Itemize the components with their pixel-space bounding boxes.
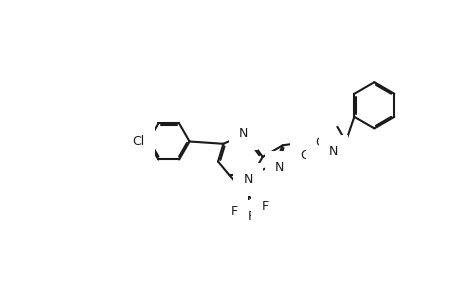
Text: N: N	[328, 145, 337, 158]
Text: O: O	[315, 136, 325, 149]
Text: Cl: Cl	[132, 135, 145, 148]
Text: N: N	[243, 173, 252, 187]
Text: F: F	[230, 205, 237, 218]
Text: N: N	[238, 127, 247, 140]
Text: F: F	[247, 211, 254, 224]
Text: F: F	[261, 200, 268, 213]
Text: N: N	[274, 161, 284, 174]
Text: O: O	[299, 149, 309, 162]
